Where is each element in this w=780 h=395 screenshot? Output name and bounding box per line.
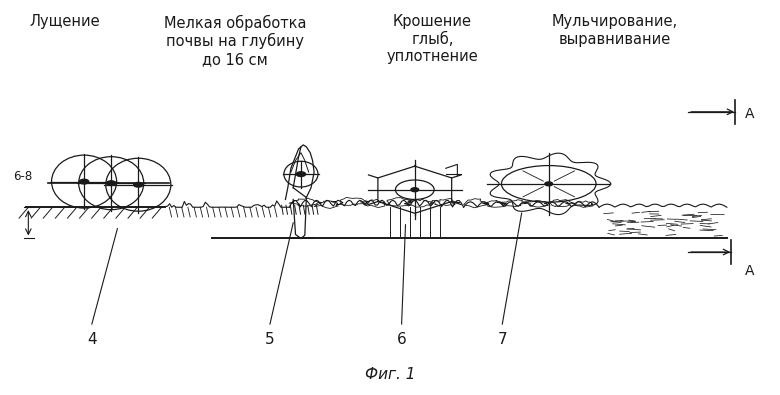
Text: Лущение: Лущение <box>30 15 100 30</box>
Circle shape <box>545 182 553 186</box>
Text: Фиг. 1: Фиг. 1 <box>365 367 415 382</box>
Circle shape <box>107 181 116 186</box>
Text: А: А <box>745 265 754 278</box>
Text: Мелкая обработка
почвы на глубину
до 16 см: Мелкая обработка почвы на глубину до 16 … <box>164 15 307 67</box>
Circle shape <box>411 188 419 192</box>
Text: 6: 6 <box>397 332 406 347</box>
Text: А: А <box>745 107 754 121</box>
Circle shape <box>80 179 89 184</box>
Text: 5: 5 <box>265 332 275 347</box>
Text: 6-8: 6-8 <box>13 169 32 182</box>
Text: 7: 7 <box>498 332 507 347</box>
Text: Крошение
глыб,
уплотнение: Крошение глыб, уплотнение <box>387 15 478 64</box>
Circle shape <box>296 172 306 177</box>
Text: 4: 4 <box>87 332 97 347</box>
Circle shape <box>133 182 143 187</box>
Text: Мульчирование,
выравнивание: Мульчирование, выравнивание <box>551 15 678 47</box>
